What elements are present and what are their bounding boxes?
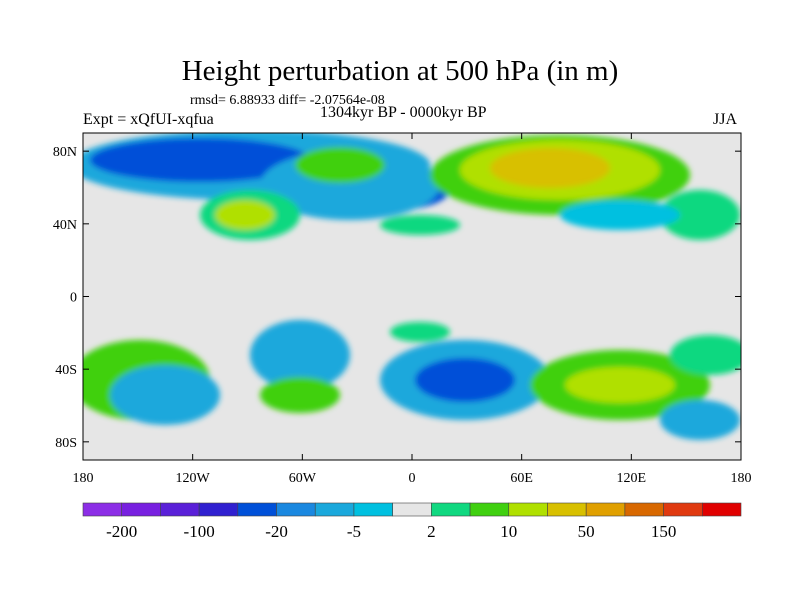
- colorbar-label: 150: [651, 522, 677, 541]
- y-tick-label: 40N: [53, 218, 77, 233]
- season-label: JJA: [713, 111, 738, 128]
- colorbar-label: -5: [347, 522, 361, 541]
- chart-title: Height perturbation at 500 hPa (in m): [181, 55, 619, 87]
- colorbar-swatch: [624, 502, 664, 517]
- colorbar-swatch: [508, 502, 548, 517]
- colorbar-swatch: [237, 502, 277, 517]
- colorbar-swatch: [353, 502, 393, 517]
- colorbar-label: 50: [578, 522, 595, 541]
- y-tick-label: 40S: [55, 363, 77, 378]
- colorbar-swatch: [701, 502, 742, 517]
- colorbar-swatch: [663, 502, 703, 517]
- colorbar-swatch: [314, 502, 355, 517]
- period-label: 1304kyr BP - 0000kyr BP: [320, 104, 487, 121]
- colorbar-label: 2: [427, 522, 436, 541]
- colorbar-swatch: [121, 502, 161, 517]
- contour-field: [83, 133, 741, 460]
- x-tick-label: 120W: [176, 471, 211, 486]
- colorbar-swatch: [160, 502, 200, 517]
- rmsd-subtitle: rmsd= 6.88933 diff= -2.07564e-08: [190, 93, 385, 108]
- x-tick-label: 60W: [289, 471, 317, 486]
- colorbar-label: -100: [184, 522, 215, 541]
- y-tick-label: 80N: [53, 145, 77, 160]
- experiment-label: Expt = xQfUI-xqfua: [83, 111, 214, 128]
- colorbar-swatch: [82, 502, 123, 517]
- x-tick-label: 60E: [510, 471, 533, 486]
- colorbar-swatch: [198, 502, 239, 517]
- x-tick-label: 120E: [617, 471, 647, 486]
- x-tick-label: 0: [409, 471, 416, 486]
- colorbar-swatch: [547, 502, 587, 517]
- colorbar-swatch: [585, 502, 626, 517]
- colorbar-label: -20: [265, 522, 288, 541]
- colorbar-swatch: [469, 502, 510, 517]
- y-tick-label: 0: [70, 291, 77, 306]
- x-tick-label: 180: [731, 471, 752, 486]
- colorbar-swatch: [392, 502, 432, 517]
- colorbar-swatch: [431, 502, 471, 517]
- colorbar-label: -200: [106, 522, 137, 541]
- y-tick-label: 80S: [55, 436, 77, 451]
- colorbar-swatch: [276, 502, 316, 517]
- x-tick-label: 180: [73, 471, 94, 486]
- colorbar-label: 10: [500, 522, 517, 541]
